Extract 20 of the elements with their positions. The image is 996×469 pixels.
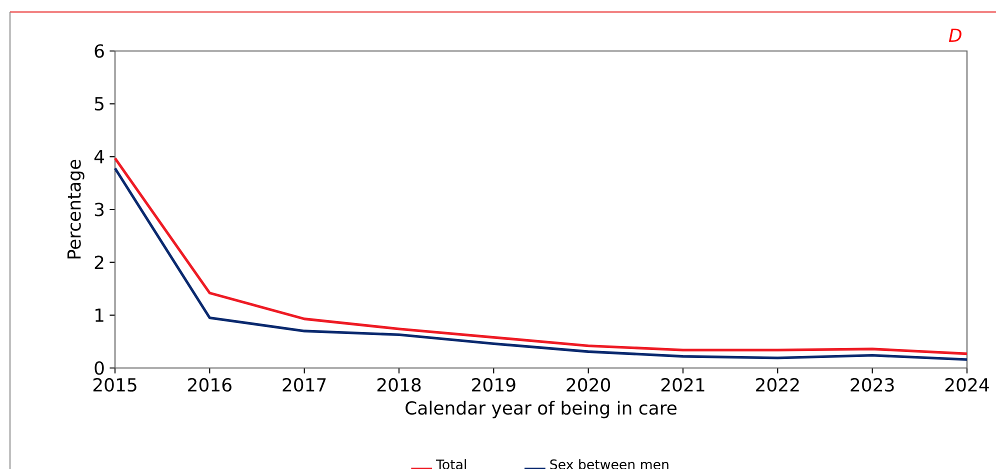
x-tick-label: 2018 [377, 378, 421, 392]
x-tick-label: 2022 [756, 378, 799, 392]
x-tick-label: 2017 [282, 378, 326, 392]
text: D [948, 28, 962, 42]
y-tick-label: 3 [94, 202, 104, 216]
x-axis-title: Calendar year of being in care [406, 400, 676, 418]
x-tick-label: 2016 [188, 378, 232, 392]
y-tick-label: 2 [94, 256, 104, 270]
y-tick-label: 1 [96, 308, 104, 322]
y-tick-label: 4 [94, 150, 104, 164]
x-tick-label: 2020 [566, 378, 610, 392]
y-tick-label: 5 [94, 97, 104, 111]
x-tick-label: 2024 [945, 378, 989, 392]
y-tick-label: 6 [94, 44, 104, 58]
x-tick-label: 2019 [472, 378, 516, 392]
x-tick-label: 2021 [661, 378, 704, 392]
x-tick-label: 2015 [93, 378, 136, 392]
x-tick-label: 2023 [850, 378, 894, 392]
y-axis-title: Percentage [67, 160, 84, 258]
y-tick-label: 0 [94, 361, 104, 375]
